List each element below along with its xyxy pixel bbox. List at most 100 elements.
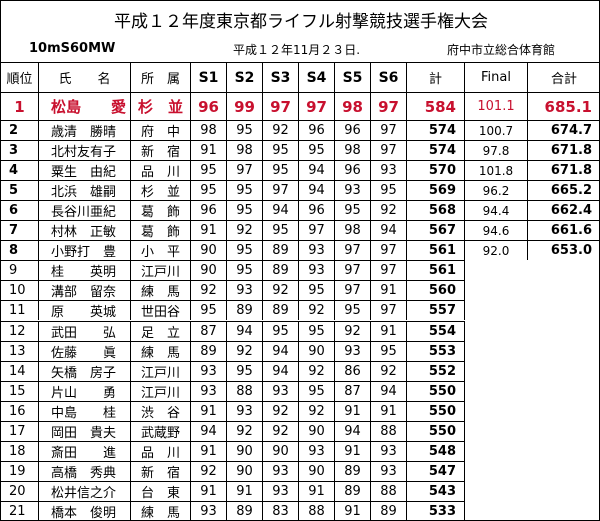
score-cell: 561 [407, 260, 465, 281]
score-cell: 90 [191, 260, 227, 281]
name-cell: 中島 桂 [39, 400, 131, 421]
rank-cell: 8 [1, 240, 39, 261]
score-cell: 89 [227, 500, 263, 520]
name-cell: 片山 勇 [39, 380, 131, 401]
score-cell: 92 [299, 360, 335, 381]
score-cell: 94 [263, 340, 299, 361]
score-cell: 92 [299, 400, 335, 421]
score-cell: 653.0 [528, 240, 599, 260]
name-cell: 原 英城 [39, 300, 131, 321]
score-cell: 83 [263, 500, 299, 520]
rank-cell: 13 [1, 340, 39, 361]
score-cell: 93 [263, 480, 299, 501]
score-cell: 96 [191, 200, 227, 221]
name-cell: 高橋 秀典 [39, 460, 131, 481]
club-cell: 台 東 [131, 480, 191, 501]
score-cell: 92 [263, 120, 299, 141]
score-cell: 97 [371, 260, 407, 281]
club-cell: 新 宿 [131, 460, 191, 481]
score-cell: 95 [299, 380, 335, 401]
header-cell: S1 [191, 62, 227, 92]
score-cell: 89 [335, 480, 371, 501]
score-cell: 550 [407, 400, 465, 421]
score-cell: 87 [335, 380, 371, 401]
score-cell: 98 [335, 92, 371, 120]
score-cell: 671.8 [528, 140, 599, 160]
score-cell: 90 [299, 420, 335, 441]
score-cell: 97 [371, 140, 407, 161]
score-cell: 95 [263, 140, 299, 161]
score-cell: 95 [191, 180, 227, 201]
score-cell: 96 [299, 120, 335, 141]
score-cell: 92 [227, 340, 263, 361]
score-cell: 92 [263, 400, 299, 421]
score-cell: 97 [263, 92, 299, 120]
score-cell: 96.2 [465, 180, 528, 201]
score-cell: 95 [227, 240, 263, 261]
score-cell: 93 [191, 360, 227, 381]
club-cell: 杉 並 [131, 92, 191, 120]
header-cell: 所 属 [131, 62, 191, 92]
score-cell: 94.6 [465, 220, 528, 241]
score-cell: 95 [335, 300, 371, 321]
score-cell: 93 [263, 460, 299, 481]
score-cell: 91 [191, 440, 227, 461]
score-cell: 87 [191, 320, 227, 341]
score-cell: 90 [263, 440, 299, 461]
name-cell: 桂 英明 [39, 260, 131, 281]
header-cell: 計 [407, 62, 465, 92]
score-cell: 97 [299, 220, 335, 241]
rank-cell: 3 [1, 140, 39, 161]
score-cell: 94 [371, 220, 407, 241]
score-cell: 560 [407, 280, 465, 301]
header-cell: S2 [227, 62, 263, 92]
club-cell: 小 平 [131, 240, 191, 261]
score-cell: 95 [299, 140, 335, 161]
club-cell: 品 川 [131, 160, 191, 181]
score-cell: 95 [227, 120, 263, 141]
rank-cell: 18 [1, 440, 39, 461]
score-cell: 671.8 [528, 160, 599, 180]
score-cell: 89 [263, 300, 299, 321]
score-cell: 92 [191, 280, 227, 301]
score-cell: 97 [335, 240, 371, 261]
header-cell: S6 [371, 62, 407, 92]
score-cell: 91 [191, 400, 227, 421]
rank-cell: 2 [1, 120, 39, 141]
score-cell: 554 [407, 320, 465, 341]
header-cell: S3 [263, 62, 299, 92]
score-cell: 97.8 [465, 140, 528, 161]
score-cell: 95 [263, 160, 299, 181]
rank-cell: 17 [1, 420, 39, 441]
score-cell: 90 [227, 460, 263, 481]
score-cell: 101.8 [465, 160, 528, 181]
score-cell: 89 [227, 300, 263, 321]
rank-cell: 1 [1, 92, 39, 120]
score-cell: 89 [371, 500, 407, 520]
club-cell: 武蔵野 [131, 420, 191, 441]
score-cell: 95 [191, 300, 227, 321]
score-cell: 96 [191, 92, 227, 120]
score-cell: 88 [299, 500, 335, 520]
score-cell: 89 [191, 340, 227, 361]
score-cell: 552 [407, 360, 465, 381]
score-cell: 96 [335, 120, 371, 141]
score-cell: 97 [263, 180, 299, 201]
score-cell: 94 [263, 200, 299, 221]
score-cell: 95 [371, 180, 407, 201]
score-cell: 93 [335, 340, 371, 361]
club-cell: 葛 飾 [131, 220, 191, 241]
score-cell: 91 [371, 320, 407, 341]
name-cell: 長谷川亜紀 [39, 200, 131, 221]
name-cell: 小野打 豊 [39, 240, 131, 261]
score-cell: 90 [299, 460, 335, 481]
rank-cell: 12 [1, 320, 39, 341]
score-cell: 91 [299, 480, 335, 501]
score-cell: 674.7 [528, 120, 599, 140]
name-cell: 矢橋 房子 [39, 360, 131, 381]
score-cell: 88 [227, 380, 263, 401]
score-cell: 548 [407, 440, 465, 461]
score-cell: 92 [263, 280, 299, 301]
score-cell: 93 [299, 260, 335, 281]
